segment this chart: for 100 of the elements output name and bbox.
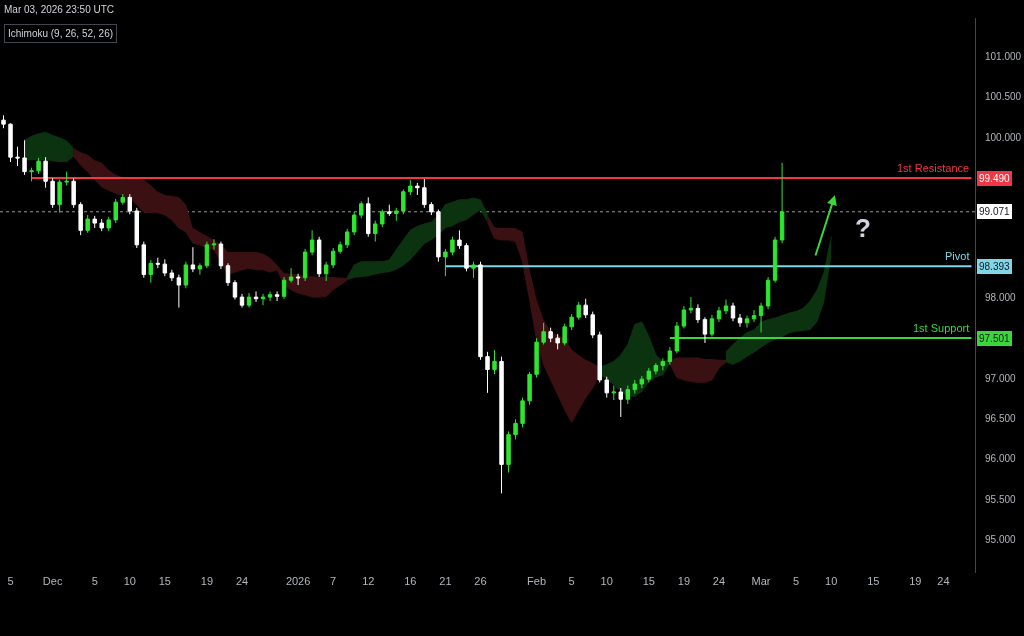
candlestick [709,314,715,338]
candlestick [688,296,694,314]
candlestick [779,162,785,244]
x-tick-label: 5 [7,575,14,587]
x-tick-label: 10 [600,575,613,587]
annotation: Ichimoku (9, 26, 52, 26) [8,28,114,39]
candlestick [92,215,97,229]
ref-line-label: 99.071 [979,206,1011,217]
candlestick [639,375,645,389]
candlestick [288,267,294,284]
candlestick [36,157,41,175]
candlestick [50,177,55,209]
x-tick-label: 7 [330,575,337,587]
x-tick-label: 15 [158,575,171,587]
candlestick [681,305,687,329]
series-label: 1st Support [913,322,970,334]
candlestick [506,430,511,473]
candlestick [22,139,27,176]
candlestick [106,216,111,232]
x-tick-label: 5 [568,575,575,587]
candlestick [127,193,132,215]
candlestick [702,316,708,344]
candlestick [169,269,175,282]
y-tick-label: 95.000 [985,533,1017,545]
candlestick [246,292,252,309]
candlestick [281,276,287,300]
y-tick-label: 98.000 [985,292,1017,304]
x-tick-label: Feb [527,575,547,587]
candlestick [330,247,336,269]
candlestick [218,241,224,270]
candlestick [695,303,701,324]
candlestick [204,241,210,269]
y-tick-label: 100.000 [985,131,1022,143]
x-tick-label: 15 [867,575,880,587]
y-tick-label: 100.500 [985,91,1022,103]
candlestick [337,241,343,255]
x-tick-label: 19 [677,575,691,587]
y-tick-label: 96.500 [985,413,1017,425]
x-tick-label: 24 [712,575,726,587]
candlestick [267,290,273,302]
candlestick [408,179,413,196]
x-tick-label: 5 [91,575,98,587]
candlestick [211,238,217,251]
candlestick [8,122,13,163]
candlestick [71,177,76,209]
candlestick [141,241,147,279]
candlestick [274,290,280,302]
candlestick [197,262,203,276]
candlestick [78,201,83,236]
x-tick-label: 19 [909,575,922,587]
candlestick [99,218,104,232]
candlestick [162,258,168,277]
x-tick-label: 24 [235,575,249,587]
candlestick [302,248,308,282]
candlestick [29,167,34,182]
candlestick [323,261,329,282]
annotation: ? [855,213,871,243]
candlestick [611,385,616,401]
candlestick [134,207,139,249]
candlestick [183,261,189,289]
x-tick-label: 12 [362,575,375,587]
candlestick [1,114,6,129]
candlestick [155,257,161,269]
candlestick [176,274,182,309]
candlestick [295,273,301,286]
candlestick [43,156,48,189]
candlestick [478,261,483,361]
y-tick-label: 95.500 [985,493,1017,505]
x-tick-label: 10 [825,575,838,587]
candlestick [148,259,154,284]
x-tick-label: 2026 [285,575,311,587]
x-tick-label: 5 [793,575,800,587]
y-tick-label: 101.000 [985,51,1022,63]
candlestick [632,379,638,395]
candlestick [253,290,259,303]
candlestick [239,293,245,309]
data-label: 99.490 [979,173,1011,184]
x-tick-label: 10 [123,575,136,587]
x-tick-label: 26 [474,575,487,587]
candlestick [646,367,652,383]
candlestick [309,229,315,256]
series-label: Pivot [945,250,970,262]
x-tick-label: Dec [42,575,63,587]
x-tick-label: 24 [937,575,950,587]
data-label: 98.393 [979,261,1011,272]
candlestick [716,306,722,323]
candlestick [57,179,62,214]
candlestick [190,246,196,273]
candlestick [604,376,609,399]
series-label: 1st Resistance [897,162,970,174]
candlestick [15,146,20,167]
candlestick [225,262,231,287]
candlestick [85,214,90,234]
x-tick-label: 19 [200,575,214,587]
candlestick [618,387,623,418]
candlestick [232,279,238,301]
candlestick [674,321,680,354]
chart-title: Mar 03, 2026 23:50 UTC [4,3,115,15]
candlestick [415,182,420,196]
candlestick [513,418,518,440]
